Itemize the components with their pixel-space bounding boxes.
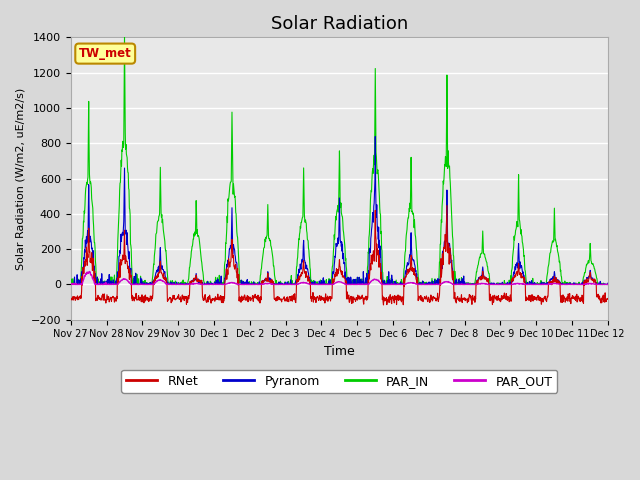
Legend: RNet, Pyranom, PAR_IN, PAR_OUT: RNet, Pyranom, PAR_IN, PAR_OUT	[121, 370, 557, 393]
X-axis label: Time: Time	[324, 345, 355, 358]
Y-axis label: Solar Radiation (W/m2, uE/m2/s): Solar Radiation (W/m2, uE/m2/s)	[15, 87, 25, 270]
Text: TW_met: TW_met	[79, 47, 132, 60]
Title: Solar Radiation: Solar Radiation	[271, 15, 408, 33]
